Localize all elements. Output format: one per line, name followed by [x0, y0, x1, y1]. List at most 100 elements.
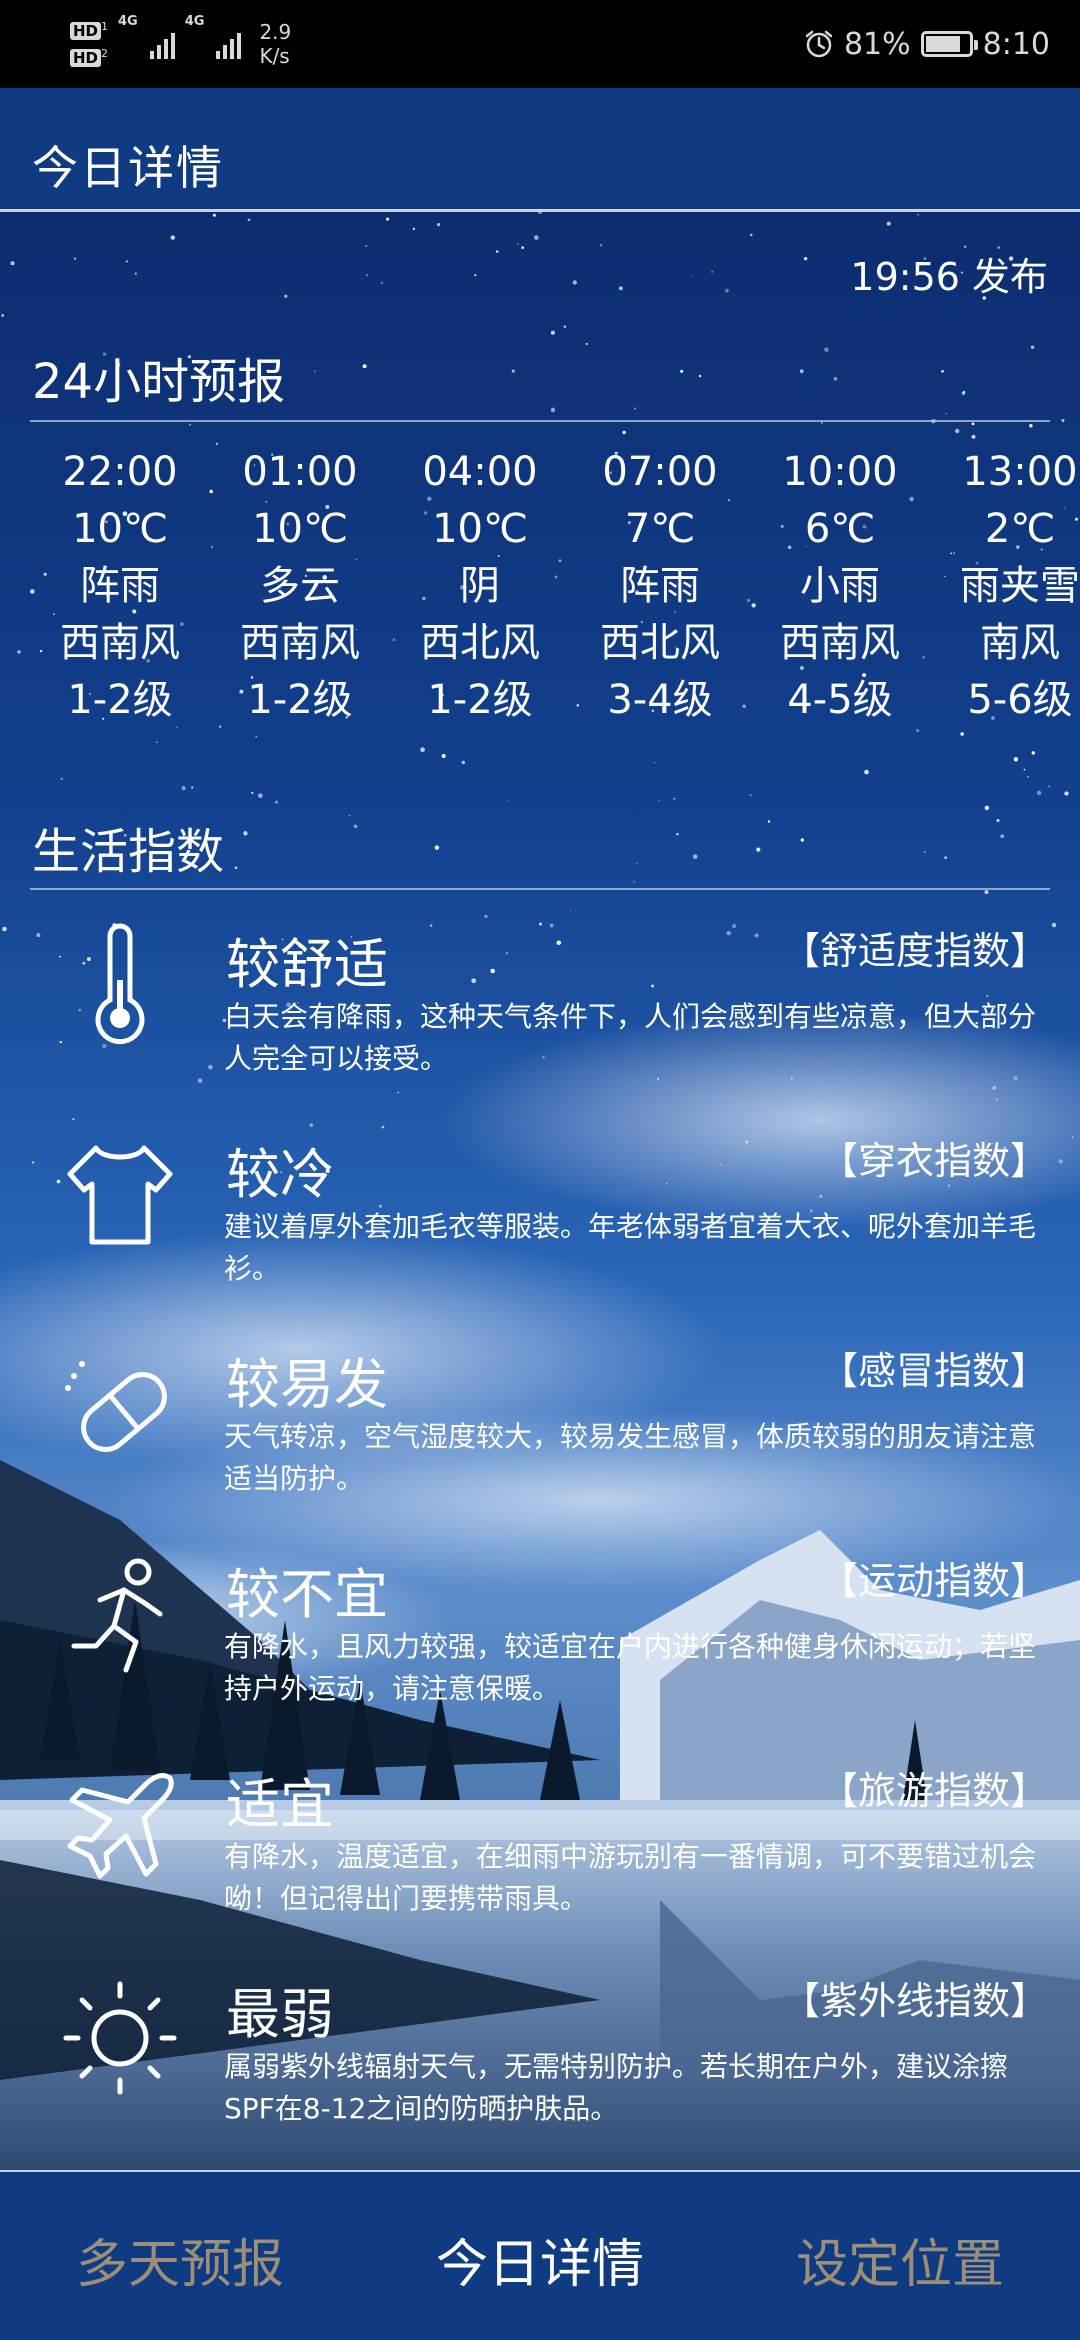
star	[997, 246, 1001, 249]
star	[82, 961, 86, 965]
star	[982, 296, 987, 300]
star	[749, 794, 752, 797]
hour-weather: 多云	[260, 563, 340, 609]
forecast-title: 24小时预报	[32, 354, 286, 410]
index-level: 最弱	[226, 1983, 334, 2046]
hourly-forecast-scroller[interactable]: 22:00 10℃ 阵雨 西南风 1-2级 01:00 10℃ 多云 西南风 1…	[0, 444, 1080, 744]
star	[353, 824, 358, 829]
star	[1062, 571, 1066, 575]
star	[747, 598, 751, 602]
runner-icon	[71, 1558, 163, 1673]
star	[725, 288, 729, 293]
bottom-nav-divider	[0, 2170, 1080, 2172]
star	[633, 881, 635, 883]
star	[189, 423, 192, 426]
star	[440, 1026, 443, 1029]
star	[381, 1125, 385, 1129]
star	[365, 245, 368, 248]
star	[991, 716, 995, 720]
hour-wind-level: 3-4级	[607, 677, 713, 723]
airplane-icon	[67, 1773, 174, 1879]
star	[962, 390, 966, 394]
tab-set-location[interactable]: 设定位置	[795, 2235, 1004, 2295]
star	[397, 1091, 400, 1094]
star	[692, 854, 698, 860]
star	[622, 430, 626, 435]
star	[460, 585, 465, 590]
star	[1040, 548, 1043, 551]
star	[511, 369, 515, 373]
star	[461, 760, 466, 765]
star	[60, 777, 63, 780]
hour-temp: 10℃	[72, 506, 168, 552]
forecast-divider	[30, 420, 1050, 422]
star	[281, 938, 284, 941]
index-level: 较不宜	[226, 1563, 388, 1626]
tab-today-details[interactable]: 今日详情	[435, 2235, 644, 2295]
star	[424, 511, 428, 515]
index-name: 【运动指数】	[819, 1559, 1048, 1603]
star	[799, 369, 804, 374]
star	[59, 955, 62, 958]
star	[211, 546, 213, 548]
publish-time: 19:56 发布	[850, 255, 1048, 299]
star	[484, 914, 488, 919]
hour-time: 04:00	[422, 449, 538, 495]
hour-time: 13:00	[962, 449, 1078, 495]
star	[155, 741, 158, 743]
star	[392, 638, 396, 642]
index-level: 适宜	[226, 1773, 334, 1836]
tab-multi-day-forecast[interactable]: 多天预报	[75, 2235, 284, 2295]
star	[181, 786, 186, 791]
star	[325, 504, 330, 509]
star	[658, 799, 660, 802]
star	[533, 235, 539, 240]
star	[73, 257, 77, 260]
star	[636, 862, 638, 864]
star	[222, 1018, 227, 1023]
star	[526, 650, 529, 653]
header-divider	[0, 209, 1080, 212]
star	[39, 649, 43, 653]
star	[960, 271, 963, 274]
star	[123, 833, 127, 837]
index-name: 【舒适度指数】	[781, 929, 1048, 973]
star	[1074, 517, 1079, 521]
star	[10, 261, 15, 266]
star	[728, 499, 730, 502]
star	[673, 797, 676, 800]
hour-time: 01:00	[242, 449, 358, 495]
hour-weather: 阵雨	[80, 563, 160, 609]
hour-weather: 小雨	[800, 563, 880, 609]
star	[247, 218, 251, 222]
star	[864, 769, 869, 775]
hour-weather: 雨夹雪	[960, 563, 1080, 609]
star	[917, 213, 920, 216]
star	[821, 421, 823, 424]
star	[471, 978, 477, 984]
star	[800, 838, 805, 842]
star	[754, 933, 759, 938]
star	[711, 271, 713, 273]
star	[102, 717, 105, 720]
star	[436, 222, 441, 227]
star	[309, 1123, 313, 1127]
star	[274, 800, 279, 804]
star	[270, 453, 274, 456]
star	[36, 933, 41, 938]
star	[297, 1002, 299, 1004]
battery-percent: 81%	[843, 26, 911, 62]
life-index-cold: 较易发 【感冒指数】 天气转凉，空气湿度较大，较易发生感冒，体质较弱的朋友请注意…	[0, 1340, 1080, 1540]
star	[420, 747, 425, 753]
star	[923, 257, 927, 260]
star	[805, 545, 807, 547]
star	[1036, 790, 1042, 796]
hour-column: 10:00 6℃ 小雨 西南风 4-5级	[750, 444, 930, 729]
star	[474, 274, 477, 277]
star	[280, 1171, 283, 1174]
star	[1031, 751, 1035, 755]
status-right: 81% 8:10	[804, 22, 1050, 66]
star	[787, 545, 792, 550]
star	[558, 559, 562, 563]
life-index-divider	[30, 888, 1050, 890]
